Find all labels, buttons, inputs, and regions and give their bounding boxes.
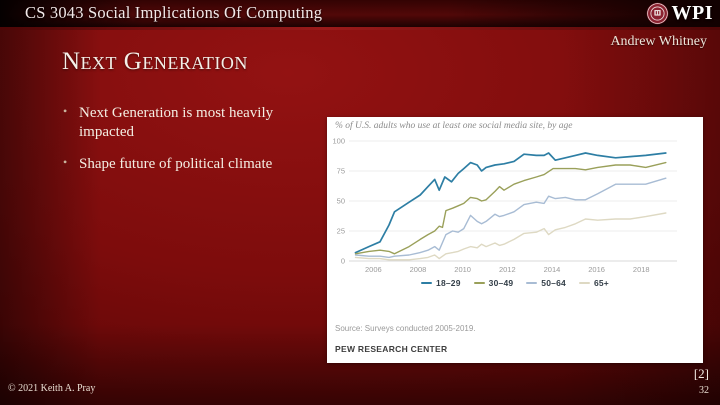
- x-tick-label: 2016: [588, 265, 605, 274]
- x-tick-label: 2006: [365, 265, 382, 274]
- legend-item-50–64: 50–64: [526, 278, 566, 288]
- author-name: Andrew Whitney: [610, 34, 707, 49]
- legend-item-18–29: 18–29: [421, 278, 461, 288]
- copyright: © 2021 Keith A. Pray: [8, 383, 96, 394]
- bullet-item: • Next Generation is most heavily impact…: [62, 104, 314, 142]
- y-tick-label: 50: [337, 197, 345, 206]
- bullet-dot-icon: •: [63, 155, 68, 170]
- page-title: Next Generation: [62, 48, 248, 75]
- series-line-50–64: [354, 177, 667, 259]
- bullet-item: • Shape future of political climate: [62, 155, 314, 174]
- course-title: CS 3043 Social Implications Of Computing: [25, 3, 323, 22]
- x-tick-label: 2010: [454, 265, 471, 274]
- social-media-usage-chart: 0 25 50 75 100 2006 2008 2010 2012 2014 2016 2018: [332, 137, 677, 274]
- reference-badge: [2]: [693, 366, 709, 381]
- legend-label: 50–64: [541, 278, 566, 288]
- x-tick-label: 2018: [633, 265, 650, 274]
- legend-item-65+: 65+: [578, 278, 609, 288]
- y-tick-label: 0: [341, 257, 345, 266]
- legend-dash-icon: [578, 281, 590, 285]
- bullet-dot-icon: •: [63, 104, 68, 118]
- y-tick-label: 75: [337, 167, 345, 176]
- header-divider: [0, 27, 720, 30]
- wpi-logo: WPI: [646, 2, 714, 25]
- series-line-65+: [354, 212, 667, 261]
- chart-panel: % of U.S. adults who use at least one so…: [327, 117, 703, 363]
- legend-dash-icon: [473, 281, 485, 285]
- legend-label: 30–49: [488, 278, 514, 288]
- header-bar: CS 3043 Social Implications Of Computing…: [0, 0, 720, 27]
- legend-item-30–49: 30–49: [473, 278, 514, 288]
- page-number: 32: [699, 385, 709, 396]
- bullet-text: Shape future of political climate: [79, 156, 273, 173]
- chart-legend: 18–29 30–49 50–64 65+: [327, 278, 703, 288]
- wpi-logo-text: WPI: [671, 2, 713, 24]
- x-tick-label: 2008: [410, 265, 427, 274]
- series-line-18–29: [354, 152, 667, 254]
- chart-brand: PEW RESEARCH CENTER: [335, 344, 448, 354]
- chart-subtitle: % of U.S. adults who use at least one so…: [335, 121, 573, 131]
- legend-dash-icon: [421, 281, 433, 285]
- bullet-text: Next Generation is most heavily impacted: [79, 105, 274, 141]
- series-line-30–49: [354, 161, 667, 255]
- y-tick-label: 100: [332, 137, 345, 146]
- x-tick-label: 2012: [499, 265, 516, 274]
- wpi-seal-icon: [646, 2, 668, 25]
- legend-dash-icon: [526, 281, 538, 285]
- bullet-list: • Next Generation is most heavily impact…: [62, 104, 314, 188]
- legend-label: 65+: [593, 278, 609, 288]
- x-tick-label: 2014: [544, 265, 561, 274]
- legend-label: 18–29: [436, 278, 461, 288]
- y-tick-label: 25: [337, 227, 345, 236]
- chart-source: Source: Surveys conducted 2005-2019.: [335, 324, 476, 333]
